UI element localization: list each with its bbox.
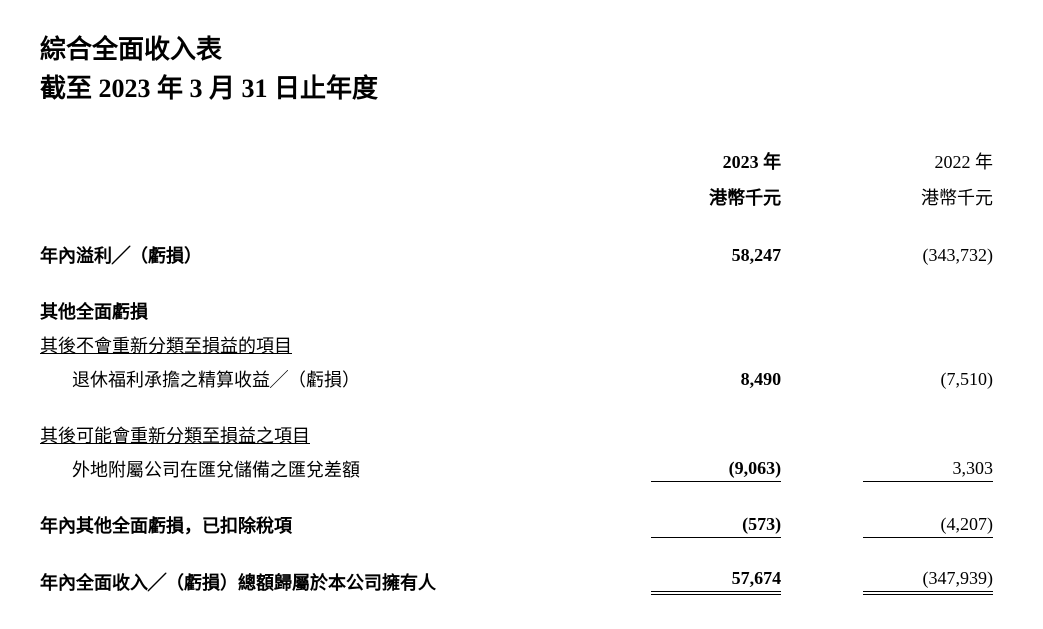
val-actuarial-2022: (7,510)	[791, 362, 1003, 396]
header-year-row: 2023 年 2022 年	[40, 138, 1003, 180]
row-total: 年內全面收入╱（虧損）總額歸屬於本公司擁有人 57,674 (347,939)	[40, 564, 1003, 599]
val-total-2022: (347,939)	[791, 564, 1003, 599]
label-fx: 外地附屬公司在匯兌儲備之匯兌差額	[40, 452, 579, 486]
val-profit-loss-2022: (343,732)	[791, 238, 1003, 272]
col-header-2022-unit: 港幣千元	[791, 180, 1003, 216]
title-line-2: 截至 2023 年 3 月 31 日止年度	[40, 69, 1003, 108]
title-line-1: 綜合全面收入表	[40, 30, 1003, 69]
row-oci-net: 年內其他全面虧損，已扣除稅項 (573) (4,207)	[40, 508, 1003, 542]
label-oci-heading: 其他全面虧損	[40, 294, 579, 328]
row-may-reclass-heading: 其後可能會重新分類至損益之項目	[40, 418, 1003, 452]
label-oci-net: 年內其他全面虧損，已扣除稅項	[40, 508, 579, 542]
val-oci-net-2023: (573)	[579, 508, 791, 542]
col-header-2022-year: 2022 年	[791, 138, 1003, 180]
val-fx-2023: (9,063)	[579, 452, 791, 486]
val-fx-2022: 3,303	[791, 452, 1003, 486]
val-actuarial-2023: 8,490	[579, 362, 791, 396]
row-profit-loss: 年內溢利╱（虧損） 58,247 (343,732)	[40, 238, 1003, 272]
statement-title: 綜合全面收入表 截至 2023 年 3 月 31 日止年度	[40, 30, 1003, 108]
val-total-2023: 57,674	[579, 564, 791, 599]
row-not-reclass-heading: 其後不會重新分類至損益的項目	[40, 328, 1003, 362]
col-header-2023-unit: 港幣千元	[579, 180, 791, 216]
val-profit-loss-2023: 58,247	[579, 238, 791, 272]
label-total: 年內全面收入╱（虧損）總額歸屬於本公司擁有人	[40, 564, 579, 599]
row-fx: 外地附屬公司在匯兌儲備之匯兌差額 (9,063) 3,303	[40, 452, 1003, 486]
header-unit-row: 港幣千元 港幣千元	[40, 180, 1003, 216]
label-may-reclass: 其後可能會重新分類至損益之項目	[40, 418, 579, 452]
label-not-reclass: 其後不會重新分類至損益的項目	[40, 328, 579, 362]
label-actuarial: 退休福利承擔之精算收益╱（虧損）	[40, 362, 579, 396]
row-actuarial: 退休福利承擔之精算收益╱（虧損） 8,490 (7,510)	[40, 362, 1003, 396]
val-oci-net-2022: (4,207)	[791, 508, 1003, 542]
comprehensive-income-table: 2023 年 2022 年 港幣千元 港幣千元 年內溢利╱（虧損） 58,247…	[40, 138, 1003, 599]
label-profit-loss: 年內溢利╱（虧損）	[40, 238, 579, 272]
col-header-2023-year: 2023 年	[579, 138, 791, 180]
row-oci-heading: 其他全面虧損	[40, 294, 1003, 328]
